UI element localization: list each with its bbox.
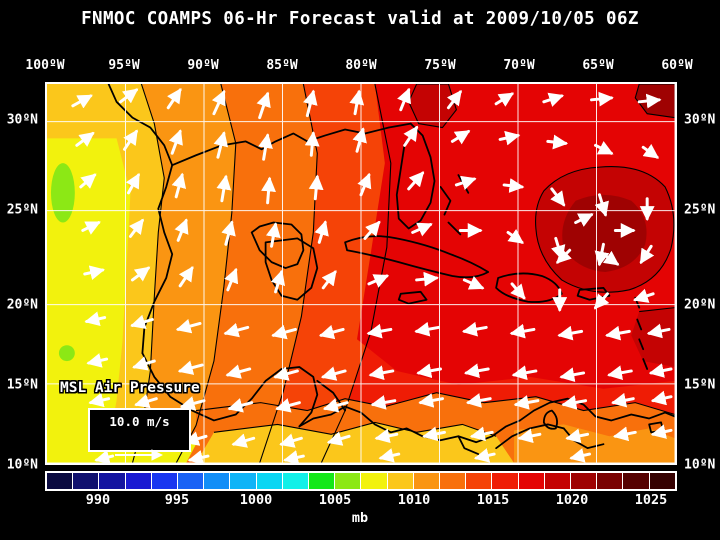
colorbar-swatch bbox=[204, 473, 231, 489]
colorbar-ticks: 990 995 1000 1005 1010 1015 1020 1025 bbox=[0, 492, 720, 510]
colorbar-tick-label: 1020 bbox=[555, 492, 589, 508]
field-label: MSL Air Pressure bbox=[60, 380, 200, 396]
lat-tick-label-left: 25ºN bbox=[6, 202, 38, 218]
lon-tick-label: 70ºW bbox=[503, 58, 535, 73]
colorbar-swatch bbox=[230, 473, 257, 489]
colorbar-swatch bbox=[649, 473, 675, 489]
colorbar-swatch bbox=[492, 473, 519, 489]
colorbar-swatch bbox=[440, 473, 467, 489]
colorbar-swatch bbox=[413, 473, 441, 489]
colorbar-tick-label: 1015 bbox=[476, 492, 510, 508]
lat-tick-label-right: 15ºN bbox=[684, 377, 716, 393]
longitude-axis: 100ºW 95ºW 90ºW 85ºW 80ºW 75ºW 70ºW 65ºW… bbox=[0, 58, 720, 76]
colorbar-swatch bbox=[99, 473, 126, 489]
colorbar-swatch bbox=[256, 473, 283, 489]
map-plot-area[interactable]: MSL Air Pressure 10.0 m/s bbox=[45, 82, 677, 465]
lat-tick-label-left: 15ºN bbox=[6, 377, 38, 393]
wind-scale-legend: 10.0 m/s bbox=[88, 408, 191, 461]
lat-tick-label-right: 10ºN bbox=[684, 457, 716, 473]
lat-tick-label-right: 30ºN bbox=[684, 112, 716, 128]
page-title: FNMOC COAMPS 06-Hr Forecast valid at 200… bbox=[81, 9, 639, 29]
colorbar-swatch bbox=[309, 473, 336, 489]
lat-tick-label-right: 20ºN bbox=[684, 297, 716, 313]
colorbar-tick-label: 1000 bbox=[239, 492, 273, 508]
colorbar-swatch bbox=[47, 473, 74, 489]
colorbar-tick-label: 1025 bbox=[634, 492, 668, 508]
colorbar-swatch bbox=[361, 473, 388, 489]
colorbar-tick-label: 990 bbox=[85, 492, 111, 508]
colorbar-tick-label: 1005 bbox=[318, 492, 352, 508]
colorbar-swatch bbox=[571, 473, 598, 489]
lat-tick-label-left: 30ºN bbox=[6, 112, 38, 128]
pressure-field-map bbox=[47, 84, 675, 463]
colorbar-swatch bbox=[623, 473, 650, 489]
lon-tick-label: 60ºW bbox=[661, 58, 693, 73]
lon-tick-label: 75ºW bbox=[424, 58, 456, 73]
colorbar-unit-label: mb bbox=[351, 510, 369, 526]
colorbar-swatch bbox=[335, 473, 362, 489]
wind-scale-value: 10.0 m/s bbox=[109, 414, 170, 429]
colorbar-swatch bbox=[518, 473, 545, 489]
colorbar-swatch bbox=[178, 473, 205, 489]
colorbar-swatch bbox=[597, 473, 624, 489]
lon-tick-label: 80ºW bbox=[345, 58, 377, 73]
lon-tick-label: 95ºW bbox=[108, 58, 140, 73]
lat-tick-label-left: 10ºN bbox=[6, 457, 38, 473]
colorbar-tick-label: 995 bbox=[164, 492, 190, 508]
colorbar-swatch bbox=[125, 473, 152, 489]
colorbar bbox=[45, 471, 677, 491]
lon-tick-label: 85ºW bbox=[266, 58, 298, 73]
colorbar-tick-label: 1010 bbox=[397, 492, 431, 508]
lon-tick-label: 90ºW bbox=[187, 58, 219, 73]
colorbar-swatch bbox=[466, 473, 493, 489]
lat-tick-label-right: 25ºN bbox=[684, 202, 716, 218]
lat-tick-label-left: 20ºN bbox=[6, 297, 38, 313]
wind-vector-arrow-icon bbox=[114, 449, 164, 461]
colorbar-swatch bbox=[282, 473, 310, 489]
lon-tick-label: 65ºW bbox=[582, 58, 614, 73]
colorbar-swatch bbox=[151, 473, 179, 489]
colorbar-swatch bbox=[387, 473, 414, 489]
colorbar-swatch bbox=[73, 473, 100, 489]
colorbar-swatch bbox=[544, 473, 572, 489]
lon-tick-label: 100ºW bbox=[25, 58, 65, 73]
